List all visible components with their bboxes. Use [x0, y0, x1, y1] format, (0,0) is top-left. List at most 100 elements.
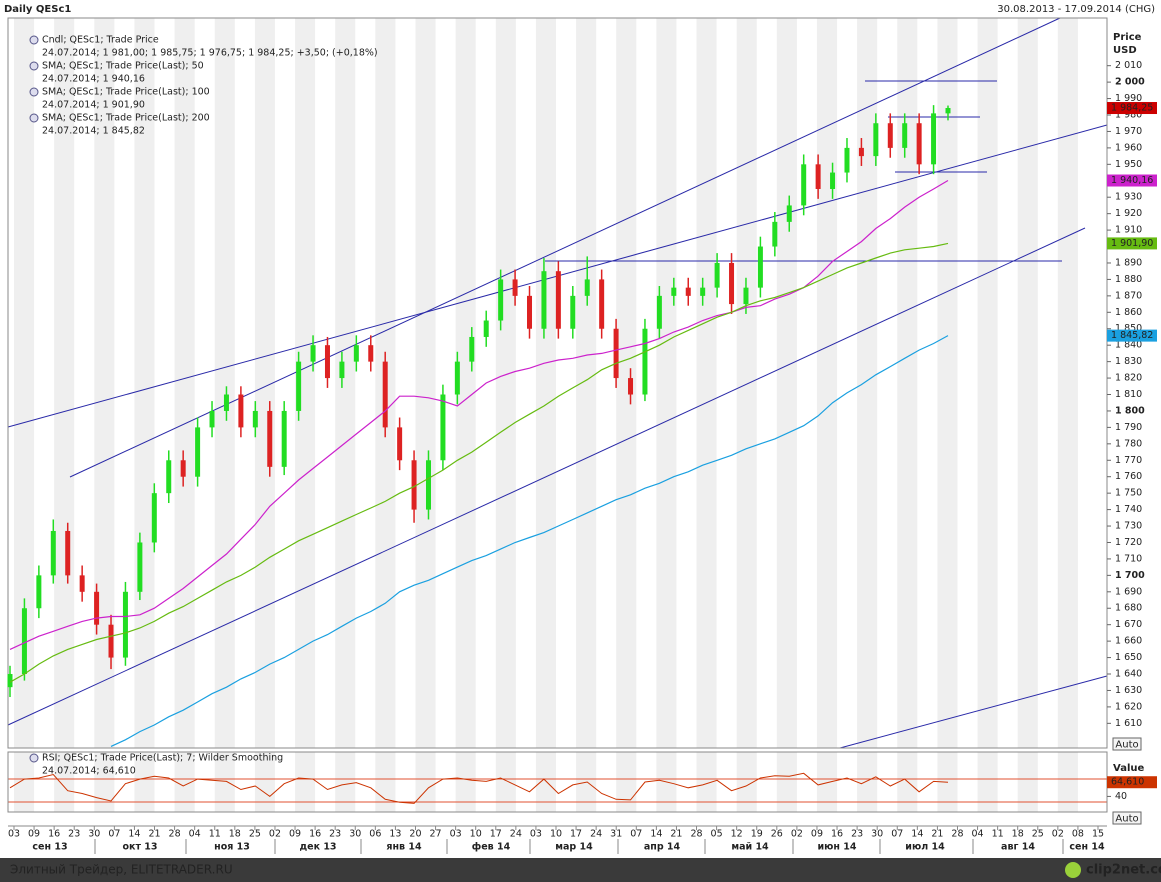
week-band — [415, 752, 436, 812]
last-value-box — [1107, 776, 1157, 789]
candle-body — [397, 427, 403, 461]
sma-line — [9, 242, 949, 683]
candle-body — [368, 345, 374, 362]
candle-body — [844, 147, 850, 173]
x-tick-label: 08 — [1072, 829, 1084, 840]
week-band — [295, 752, 316, 812]
candle-body — [613, 328, 619, 379]
week-band — [174, 18, 195, 748]
x-tick-label: 23 — [68, 829, 80, 840]
x-tick-label: 15 — [1092, 829, 1104, 840]
price-axis-unit: USD — [1113, 45, 1137, 56]
last-value-label: 1 940,16 — [1111, 175, 1153, 186]
candle-body — [324, 345, 330, 379]
x-tick-label: 20 — [409, 829, 421, 840]
x-tick-label: 28 — [690, 829, 702, 840]
candle-body — [700, 287, 706, 296]
x-tick-label: 06 — [369, 829, 381, 840]
x-tick-label: 05 — [711, 829, 723, 840]
x-tick-label: 27 — [430, 829, 442, 840]
candle-body — [281, 410, 287, 467]
week-band — [857, 18, 878, 748]
x-tick-label: 03 — [450, 829, 462, 840]
x-tick-label: 25 — [249, 829, 261, 840]
candle-body — [440, 394, 446, 461]
candle-body — [584, 279, 590, 296]
candle-body — [382, 361, 388, 428]
candle-body — [685, 287, 691, 296]
y-tick-label: 1 840 — [1115, 340, 1142, 351]
x-tick-label: 04 — [972, 829, 984, 840]
last-value-box — [1107, 174, 1157, 187]
candle-body — [50, 530, 56, 576]
x-tick-label: 11 — [992, 829, 1004, 840]
x-tick-label: 31 — [610, 829, 622, 840]
rsi-levels — [8, 778, 1107, 803]
x-tick-label: 07 — [108, 829, 120, 840]
week-band — [94, 752, 115, 812]
candle-body — [21, 608, 27, 675]
y-tick-label: 1 730 — [1115, 521, 1142, 532]
month-label: мар 14 — [555, 842, 593, 853]
candle-body — [166, 460, 172, 494]
week-band — [214, 18, 235, 748]
week-band — [616, 18, 637, 748]
candle-body — [555, 271, 561, 329]
x-tick-label: 10 — [550, 829, 562, 840]
week-band — [254, 18, 275, 748]
y-tick-label: 1 770 — [1115, 455, 1142, 466]
auto-button-label[interactable]: Auto — [1115, 814, 1138, 825]
x-tick-label: 16 — [831, 829, 843, 840]
x-tick-label: 23 — [851, 829, 863, 840]
week-band — [335, 752, 356, 812]
week-band — [736, 18, 757, 748]
week-band — [977, 18, 998, 748]
y-tick-label: 1 620 — [1115, 701, 1142, 712]
week-band — [616, 752, 637, 812]
week-band — [455, 752, 476, 812]
y-tick-label: 1 890 — [1115, 257, 1142, 268]
x-tick-label: 18 — [1012, 829, 1024, 840]
candle-body — [786, 205, 792, 222]
trend-line — [69, 17, 1061, 478]
auto-button-label[interactable]: Auto — [1115, 740, 1138, 751]
x-tick-label: 07 — [630, 829, 642, 840]
month-label: дек 13 — [299, 842, 336, 853]
week-band — [174, 752, 195, 812]
legend-detail: 24.07.2014; 1 901,90 — [42, 100, 145, 111]
footer-logo: clip2net.com — [1086, 863, 1161, 878]
y-tick-label: 1 930 — [1115, 192, 1142, 203]
candle-body — [79, 575, 85, 592]
week-band — [937, 18, 958, 748]
last-value-label: 1 901,90 — [1111, 238, 1153, 249]
month-label: июл 14 — [905, 842, 945, 853]
candle-body — [527, 295, 533, 329]
legend-name: Cndl; QESc1; Trade Price — [42, 35, 159, 46]
candle-body — [122, 591, 128, 658]
candle-body — [671, 287, 677, 296]
candle-body — [209, 410, 215, 428]
candle-body — [353, 345, 359, 362]
week-band — [134, 752, 155, 812]
candle-body — [902, 123, 908, 148]
x-tick-label: 09 — [289, 829, 301, 840]
x-tick-label: 10 — [470, 829, 482, 840]
y-tick-label: 1 950 — [1115, 159, 1142, 170]
week-band — [576, 18, 597, 748]
candle-body — [267, 410, 273, 467]
auto-button[interactable] — [1112, 811, 1142, 825]
candle-body — [252, 410, 258, 428]
week-band — [816, 752, 838, 812]
x-tick-label: 09 — [28, 829, 40, 840]
month-label: сен 13 — [32, 842, 67, 853]
candle-body — [454, 361, 460, 395]
week-band — [1057, 752, 1078, 812]
candle-body — [469, 336, 475, 362]
legend-detail: 24.07.2014; 1 940,16 — [42, 74, 145, 85]
auto-button[interactable] — [1112, 737, 1142, 751]
week-band — [14, 752, 35, 812]
legend-icon — [29, 87, 39, 97]
candle-body — [772, 221, 778, 247]
week-band — [295, 18, 316, 748]
